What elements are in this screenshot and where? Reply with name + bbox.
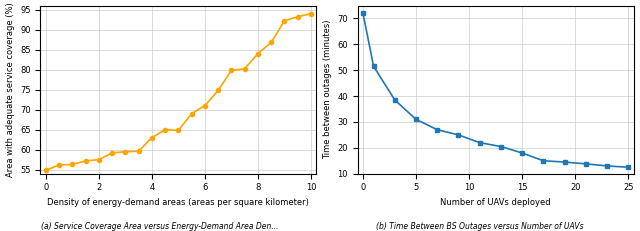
- Y-axis label: Time between outages (minutes): Time between outages (minutes): [323, 20, 332, 159]
- X-axis label: Number of UAVs deployed: Number of UAVs deployed: [440, 198, 551, 207]
- X-axis label: Density of energy-demand areas (areas per square kilometer): Density of energy-demand areas (areas pe…: [47, 198, 309, 207]
- Y-axis label: Area with adequate service coverage (%): Area with adequate service coverage (%): [6, 2, 15, 177]
- Text: (b) Time Between BS Outages versus Number of UAVs: (b) Time Between BS Outages versus Numbe…: [376, 222, 584, 231]
- Text: (a) Service Coverage Area versus Energy-Demand Area Den...: (a) Service Coverage Area versus Energy-…: [41, 222, 279, 231]
